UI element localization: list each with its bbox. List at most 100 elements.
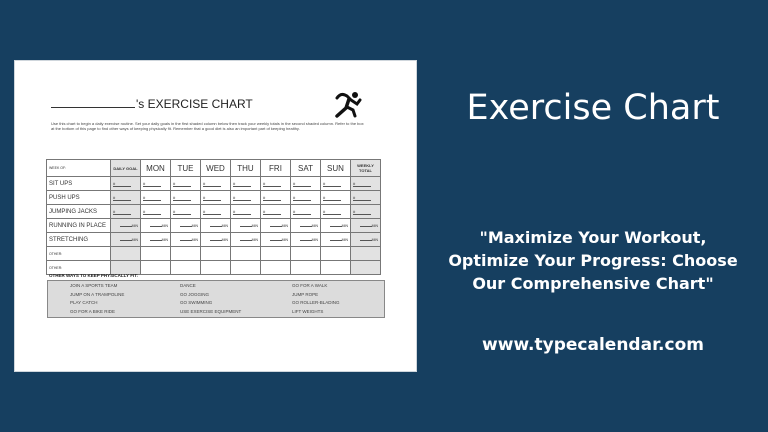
entry-cell[interactable]: #: [260, 204, 291, 219]
row-label: PUSH UPS: [46, 190, 111, 205]
entry-cell[interactable]: #: [170, 204, 201, 219]
entry-cell[interactable]: [260, 246, 291, 261]
banner-quote: "Maximize Your Workout, Optimize Your Pr…: [448, 228, 738, 293]
count-mark: #: [353, 195, 371, 201]
entry-cell[interactable]: [140, 260, 171, 275]
entry-cell[interactable]: #: [110, 176, 141, 191]
entry-cell[interactable]: [230, 260, 261, 275]
entry-cell[interactable]: MIN: [170, 232, 201, 247]
entry-cell[interactable]: MIN: [350, 218, 381, 233]
entry-cell[interactable]: MIN: [140, 218, 171, 233]
blank-line: [299, 225, 312, 227]
min-mark: MIN: [311, 237, 318, 242]
entry-cell[interactable]: [230, 246, 261, 261]
entry-cell[interactable]: MIN: [170, 218, 201, 233]
other-way-item: PLAY CATCH: [70, 300, 98, 305]
count-mark: #: [233, 195, 251, 201]
count-mark: #: [113, 195, 131, 201]
entry-cell[interactable]: #: [230, 190, 261, 205]
entry-cell[interactable]: [290, 260, 321, 275]
min-mark: MIN: [191, 237, 198, 242]
entry-cell[interactable]: MIN: [290, 218, 321, 233]
other-ways-box: JOIN A SPORTS TEAM DANCE GO FOR A WALK JUMP…: [47, 280, 385, 318]
entry-cell[interactable]: MIN: [140, 232, 171, 247]
entry-cell[interactable]: #: [200, 204, 231, 219]
entry-cell[interactable]: #: [350, 176, 381, 191]
entry-cell[interactable]: MIN: [350, 232, 381, 247]
min-mark: MIN: [251, 223, 258, 228]
entry-cell[interactable]: #: [200, 190, 231, 205]
row-label: SIT UPS: [46, 176, 111, 191]
other-way-item: JUMP ROPE: [292, 291, 319, 297]
blank-line: [149, 225, 162, 227]
entry-cell[interactable]: [320, 246, 351, 261]
table-row: JUMPING JACKS # # # # # # # # #: [46, 204, 381, 219]
entry-cell[interactable]: [350, 260, 381, 275]
entry-cell[interactable]: [170, 260, 201, 275]
entry-cell[interactable]: #: [320, 190, 351, 205]
entry-cell[interactable]: MIN: [320, 218, 351, 233]
entry-cell[interactable]: #: [230, 204, 261, 219]
blank-line: [209, 225, 222, 227]
entry-cell[interactable]: MIN: [230, 232, 261, 247]
entry-cell[interactable]: #: [170, 176, 201, 191]
table-row: RUNNING IN PLACE MIN MIN MIN MIN MIN MIN MIN MIN…: [46, 218, 381, 233]
entry-cell[interactable]: [260, 260, 291, 275]
blank-line: [269, 225, 282, 227]
row-label: JUMPING JACKS: [46, 204, 111, 219]
entry-cell[interactable]: #: [140, 176, 171, 191]
entry-cell[interactable]: #: [350, 204, 381, 219]
entry-cell[interactable]: [290, 246, 321, 261]
blank-line: [179, 225, 192, 227]
entry-cell[interactable]: #: [200, 176, 231, 191]
entry-cell[interactable]: [140, 246, 171, 261]
entry-cell[interactable]: #: [290, 176, 321, 191]
entry-cell[interactable]: [200, 260, 231, 275]
entry-cell[interactable]: MIN: [110, 232, 141, 247]
count-mark: #: [323, 209, 341, 215]
entry-cell[interactable]: #: [170, 190, 201, 205]
entry-cell[interactable]: [110, 246, 141, 261]
entry-cell[interactable]: MIN: [260, 232, 291, 247]
row-label: OTHER:: [46, 260, 111, 275]
entry-cell[interactable]: MIN: [260, 218, 291, 233]
entry-cell[interactable]: [350, 246, 381, 261]
document-title: 's EXERCISE CHART: [51, 97, 253, 111]
entry-cell[interactable]: MIN: [290, 232, 321, 247]
entry-cell[interactable]: #: [290, 204, 321, 219]
table-row: OTHER:: [46, 260, 381, 275]
entry-cell[interactable]: [200, 246, 231, 261]
entry-cell[interactable]: MIN: [200, 218, 231, 233]
count-mark: #: [293, 195, 311, 201]
count-mark: #: [293, 209, 311, 215]
count-mark: #: [323, 181, 341, 187]
blank-line: [239, 239, 252, 241]
count-mark: #: [233, 209, 251, 215]
entry-cell[interactable]: #: [110, 190, 141, 205]
entry-cell[interactable]: #: [350, 190, 381, 205]
entry-cell[interactable]: MIN: [200, 232, 231, 247]
count-mark: #: [353, 181, 371, 187]
min-mark: MIN: [131, 223, 138, 228]
daily-goal-header: DAILY GOAL: [110, 159, 141, 177]
entry-cell[interactable]: MIN: [230, 218, 261, 233]
entry-cell[interactable]: #: [140, 190, 171, 205]
entry-cell[interactable]: #: [110, 204, 141, 219]
entry-cell[interactable]: [170, 246, 201, 261]
min-mark: MIN: [221, 237, 228, 242]
entry-cell[interactable]: #: [260, 190, 291, 205]
count-mark: #: [293, 181, 311, 187]
title-text: 's EXERCISE CHART: [136, 97, 253, 111]
entry-cell[interactable]: MIN: [110, 218, 141, 233]
entry-cell[interactable]: MIN: [320, 232, 351, 247]
entry-cell[interactable]: #: [260, 176, 291, 191]
entry-cell[interactable]: #: [290, 190, 321, 205]
entry-cell[interactable]: #: [140, 204, 171, 219]
entry-cell[interactable]: #: [320, 176, 351, 191]
entry-cell[interactable]: #: [320, 204, 351, 219]
min-mark: MIN: [311, 223, 318, 228]
entry-cell[interactable]: #: [230, 176, 261, 191]
weekly-total-header: WEEKLY TOTAL: [350, 159, 381, 177]
entry-cell[interactable]: [320, 260, 351, 275]
website-url[interactable]: www.typecalendar.com: [482, 335, 704, 355]
